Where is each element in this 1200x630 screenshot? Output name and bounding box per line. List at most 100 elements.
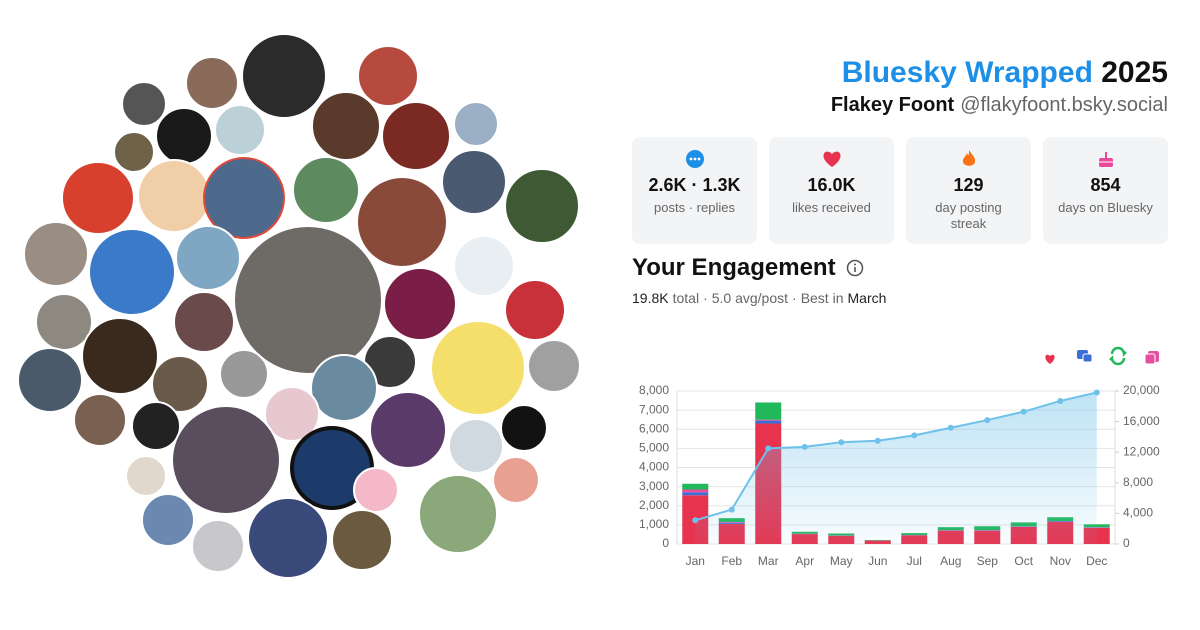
avatar[interactable] [504, 279, 566, 341]
line [694, 391, 1097, 522]
avatar[interactable] [219, 349, 269, 399]
avatar[interactable] [430, 320, 526, 416]
avatar[interactable] [453, 101, 499, 147]
avatar[interactable] [292, 156, 360, 224]
x-tick-label: Oct [1014, 554, 1033, 568]
avatar[interactable] [137, 159, 211, 233]
avatar[interactable] [81, 317, 159, 395]
stat-card: 129 day posting streak [906, 137, 1031, 244]
x-tick-label: Nov [1050, 554, 1071, 568]
avatar[interactable] [311, 91, 381, 161]
avatar[interactable] [233, 225, 383, 375]
line-point [801, 443, 808, 450]
legend-item[interactable] [1109, 346, 1127, 366]
avatar[interactable] [88, 228, 176, 316]
avatar[interactable] [369, 391, 447, 469]
avatar[interactable] [17, 347, 83, 413]
bar-segment [755, 402, 782, 420]
y2-tick-label: 16,000 [1123, 414, 1160, 428]
legend-icon [1045, 354, 1055, 364]
avatar[interactable] [73, 393, 127, 447]
display-name: Flakey Foont [830, 94, 955, 116]
avatar[interactable] [191, 519, 245, 573]
icon [685, 150, 704, 168]
y-tick-label: 1,000 [639, 517, 669, 531]
avatar[interactable] [310, 354, 378, 422]
total-label: total [672, 290, 700, 306]
avatar[interactable] [113, 131, 155, 173]
separator: · [703, 290, 708, 306]
stat-label: days on Bluesky [1058, 200, 1153, 215]
y-tick-label: 6,000 [639, 421, 669, 435]
title: Bluesky Wrapped 2025 [632, 56, 1168, 90]
avatar[interactable] [173, 291, 235, 353]
avatar[interactable] [151, 355, 209, 413]
avatar[interactable] [185, 56, 239, 110]
avatar[interactable] [264, 386, 320, 442]
wrapped-panel: Bluesky Wrapped 2025 Flakey Foont @flakyf… [632, 56, 1168, 306]
avatar[interactable] [247, 497, 329, 579]
average: 5.0 avg/post [711, 290, 789, 306]
line-point [728, 506, 735, 513]
avatar[interactable] [492, 456, 540, 504]
avatar[interactable] [175, 225, 241, 291]
x-tick-label: Sep [977, 554, 999, 568]
avatar[interactable] [500, 404, 548, 452]
avatar[interactable] [331, 509, 393, 571]
legend-icon [1109, 346, 1127, 366]
best-month: March [847, 290, 887, 306]
avatar[interactable] [131, 401, 181, 451]
user: Flakey Foont @flakyfoont.bsky.social [632, 94, 1168, 117]
icon [822, 151, 841, 167]
x-tick-label: Apr [795, 554, 814, 568]
stat-value: 2.6K · 1.3K [648, 175, 741, 195]
y-tick-label: 5,000 [639, 441, 669, 455]
y2-tick-label: 0 [1123, 536, 1130, 550]
avatar[interactable] [353, 467, 399, 513]
legend-item[interactable] [1077, 350, 1093, 363]
avatar[interactable] [61, 161, 135, 235]
handle[interactable]: @flakyfoont.bsky.social [960, 94, 1168, 116]
avatar[interactable] [383, 267, 457, 341]
y2-tick-label: 20,000 [1123, 383, 1160, 397]
avatar[interactable] [121, 81, 167, 127]
avatar[interactable] [23, 221, 89, 287]
avatar[interactable] [357, 45, 419, 107]
legend-icon [1082, 353, 1093, 363]
avatar[interactable] [356, 176, 448, 268]
avatar[interactable] [241, 33, 327, 119]
avatar[interactable] [448, 418, 504, 474]
avatar[interactable] [35, 293, 93, 351]
avatar[interactable] [381, 101, 451, 171]
stat-card: 2.6K · 1.3K posts · replies [632, 137, 757, 244]
legend [1045, 346, 1159, 366]
avatar[interactable] [214, 104, 266, 156]
info-icon[interactable] [846, 259, 864, 277]
icon [1098, 152, 1113, 167]
avatar[interactable] [203, 157, 285, 239]
y-tick-label: 8,000 [639, 383, 669, 397]
avatar[interactable] [171, 405, 281, 515]
avatar[interactable] [141, 493, 195, 547]
avatar[interactable] [504, 168, 580, 244]
avatar[interactable] [453, 235, 515, 297]
legend-item[interactable] [1144, 351, 1159, 365]
stat-label: posts · replies [654, 200, 735, 215]
header: Bluesky Wrapped 2025 Flakey Foont @flakyf… [632, 56, 1168, 117]
y-tick-label: 3,000 [639, 479, 669, 493]
line-point [692, 517, 699, 524]
avatar[interactable] [418, 474, 498, 554]
avatar[interactable] [125, 455, 167, 497]
bar-segment [755, 419, 782, 421]
legend-item[interactable] [1045, 354, 1055, 364]
avatar[interactable] [527, 339, 581, 393]
separator: · [792, 290, 797, 306]
y2-tick-label: 4,000 [1123, 506, 1153, 520]
avatar[interactable] [155, 107, 213, 165]
avatar[interactable] [441, 149, 507, 215]
y-tick-label: 2,000 [639, 498, 669, 512]
brand: Bluesky Wrapped [841, 56, 1093, 89]
best-label: Best in [800, 290, 844, 306]
y-tick-label: 7,000 [639, 402, 669, 416]
stat-value: 854 [1090, 175, 1121, 195]
